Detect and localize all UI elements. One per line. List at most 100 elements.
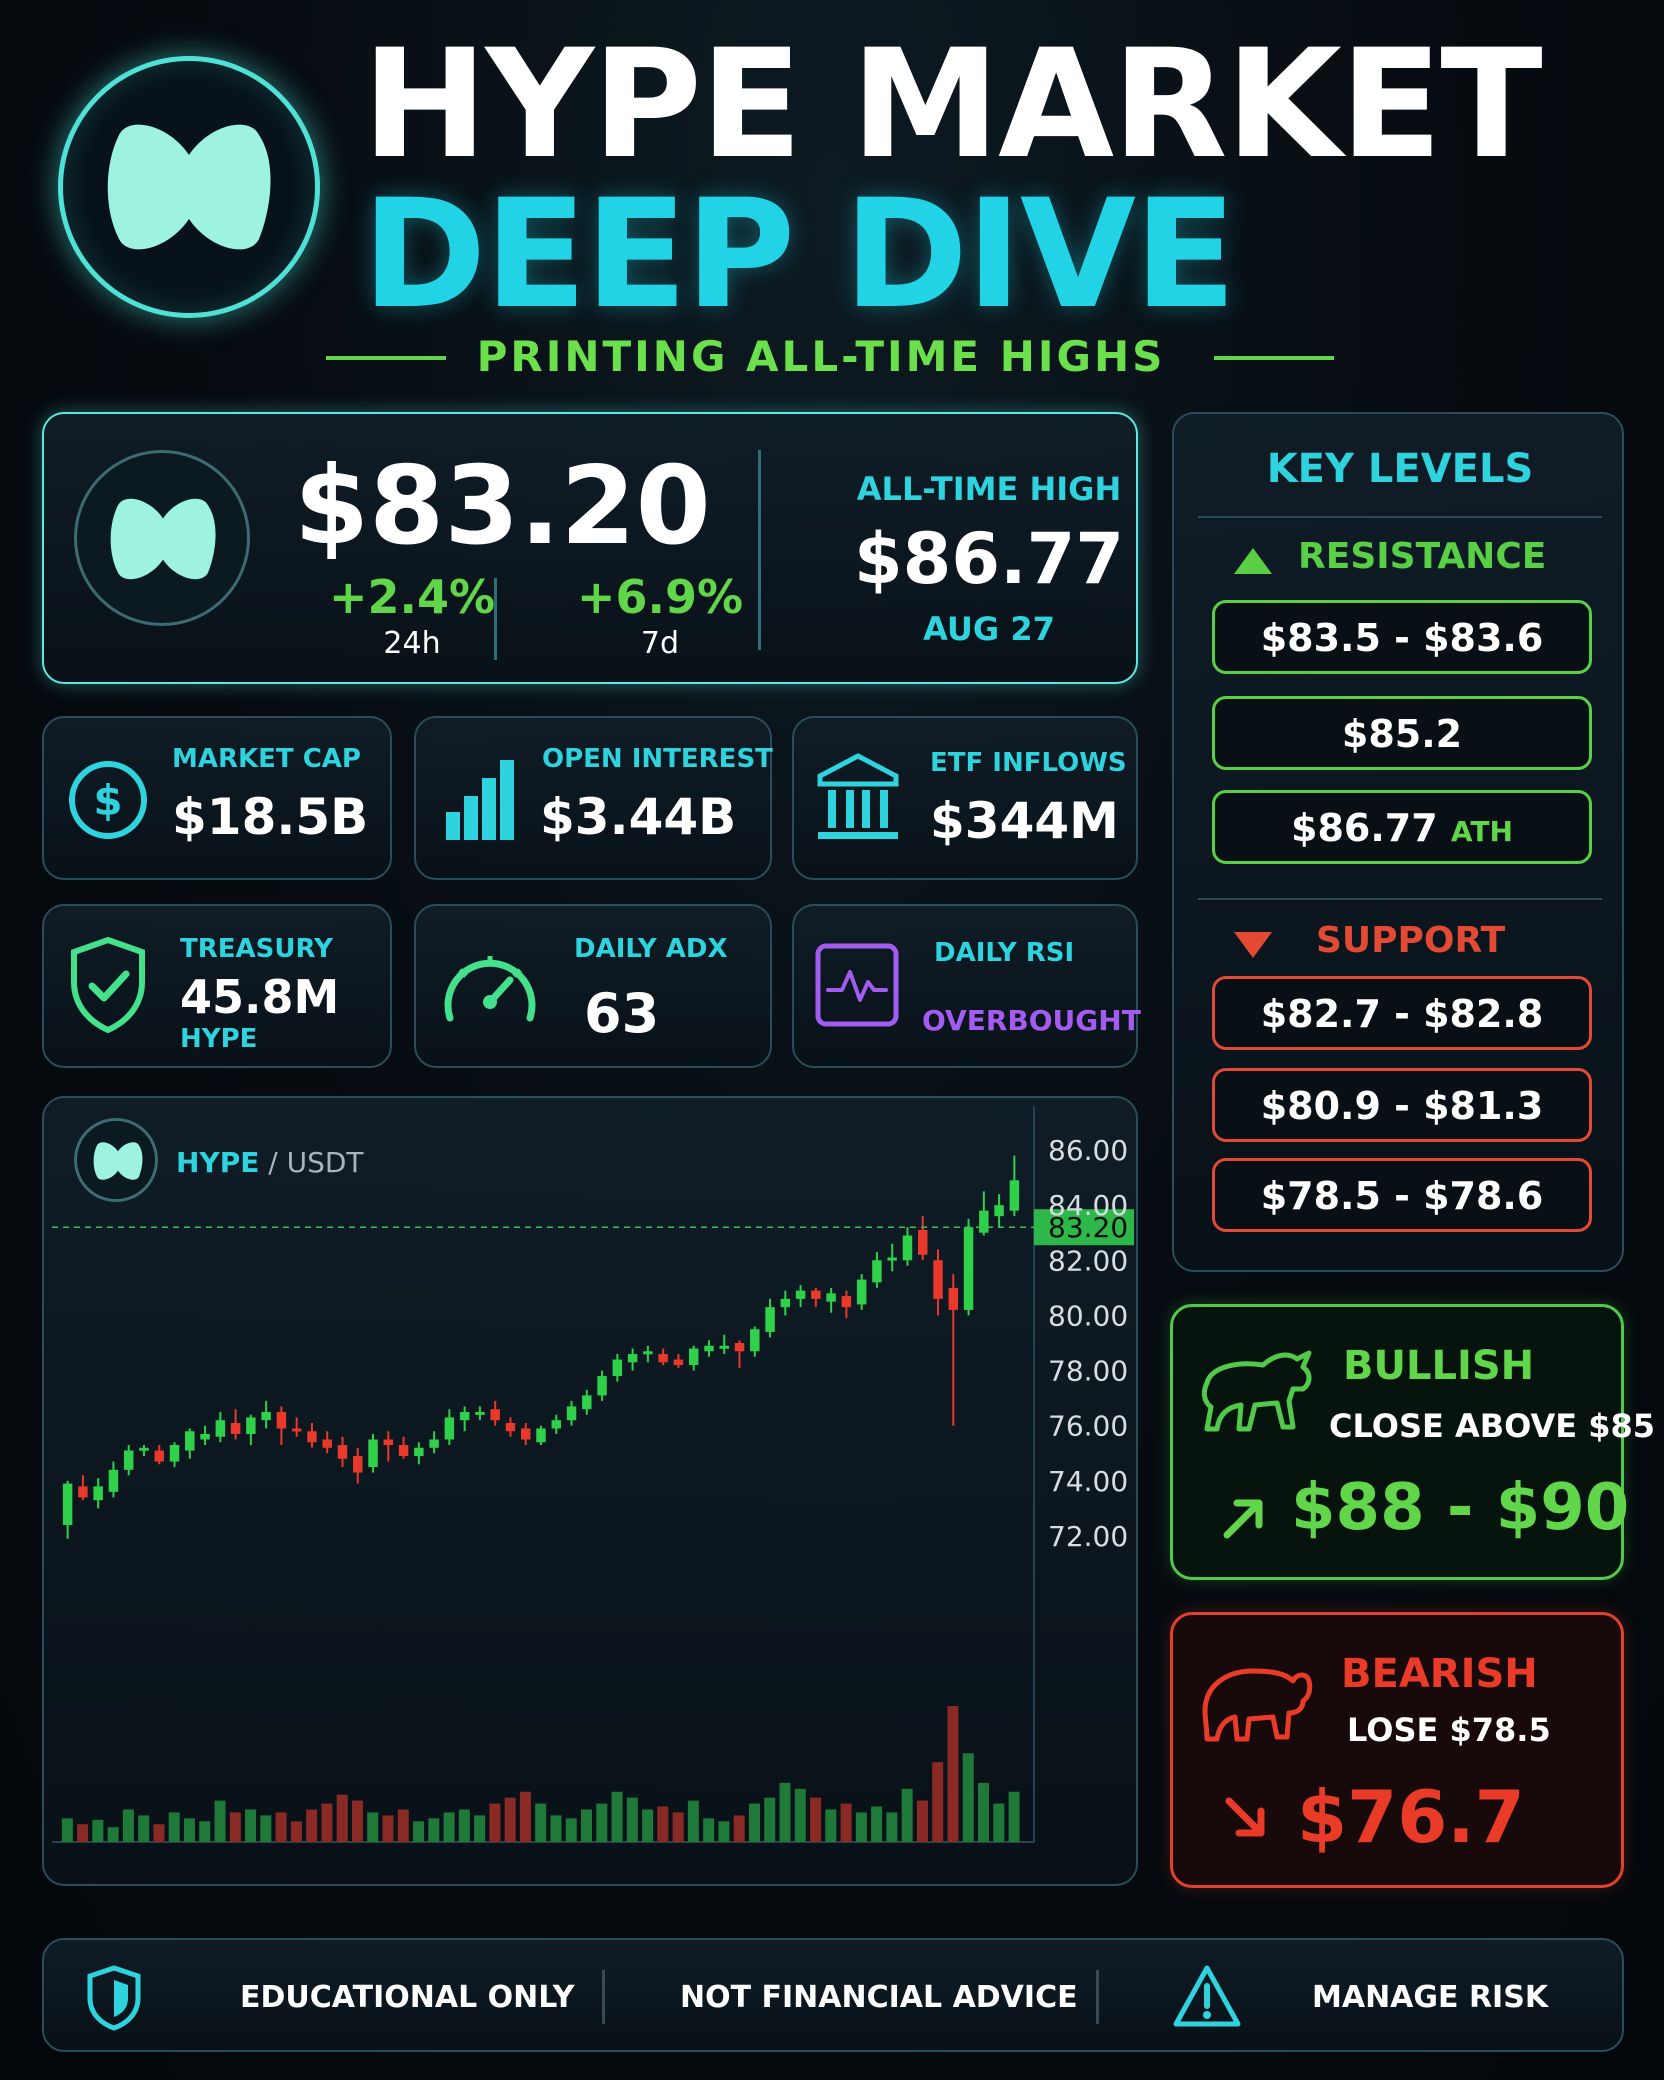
candle-body — [215, 1420, 226, 1437]
dollar-coin-icon: $ — [69, 761, 147, 839]
stat-value: OVERBOUGHT — [922, 1004, 1141, 1037]
volume-bar — [993, 1803, 1005, 1842]
y-tick-label: 78.00 — [1048, 1355, 1128, 1388]
candle-body — [154, 1450, 164, 1462]
volume-bar — [245, 1809, 257, 1842]
volume-bar — [260, 1815, 272, 1842]
level-value: $82.7 - $82.8 — [1260, 992, 1544, 1036]
candle-body — [444, 1417, 455, 1440]
candle-body — [93, 1486, 103, 1501]
current-price-label: 83.20 — [1048, 1211, 1128, 1244]
volume-bar — [916, 1800, 928, 1842]
candle-body — [719, 1345, 729, 1349]
volume-bar — [642, 1809, 654, 1842]
volume-bar — [321, 1803, 333, 1842]
stat-label: TREASURY — [180, 934, 333, 964]
bar-chart-icon — [446, 760, 514, 840]
candle-body — [337, 1445, 348, 1459]
volume-bar — [581, 1809, 593, 1842]
candle-body — [261, 1411, 271, 1421]
price-panel: $83.20 +2.4% 24h +6.9% 7d ALL-TIME HIGH … — [42, 412, 1138, 684]
divider — [1096, 1970, 1099, 2024]
stat-label: ETF INFLOWS — [930, 748, 1127, 778]
candle-body — [688, 1348, 699, 1366]
volume-bar — [519, 1791, 531, 1842]
candle-body — [750, 1329, 760, 1352]
volume-bar — [748, 1803, 760, 1842]
volume-bar — [1008, 1791, 1020, 1842]
hype-logo-icon — [93, 1142, 143, 1180]
volume-bar — [596, 1803, 608, 1842]
volume-bar — [855, 1812, 867, 1842]
candle-body — [139, 1447, 149, 1451]
arrow-up-right-icon — [1223, 1499, 1263, 1539]
volume-bar — [779, 1782, 791, 1842]
ath-date: AUG 27 — [923, 610, 1055, 648]
volume-bar — [550, 1815, 562, 1842]
stat-value: 45.8M — [180, 970, 340, 1024]
resistance-level: $83.5 - $83.6 — [1212, 600, 1592, 674]
stat-value: $18.5B — [172, 788, 369, 846]
triangle-down-icon — [1234, 932, 1272, 958]
candle-body — [872, 1260, 882, 1283]
y-tick-label: 82.00 — [1048, 1244, 1128, 1277]
volume-bar — [367, 1812, 379, 1842]
volume-bar — [810, 1797, 822, 1842]
volume-bar — [611, 1791, 623, 1842]
volume-bar — [672, 1812, 684, 1842]
volume-bar — [947, 1706, 959, 1842]
stat-treasury: TREASURY 45.8M HYPE — [42, 904, 392, 1068]
volume-bar — [351, 1800, 363, 1842]
volume-bar — [397, 1809, 409, 1842]
volume-bar — [199, 1821, 211, 1842]
hype-logo-icon — [110, 498, 216, 580]
candle-body — [902, 1235, 913, 1261]
support-level: $82.7 - $82.8 — [1212, 976, 1592, 1050]
volume-bar — [428, 1818, 440, 1842]
stat-label: MARKET CAP — [172, 744, 361, 774]
level-value: $83.5 - $83.6 — [1260, 616, 1544, 660]
volume-bar — [687, 1800, 699, 1842]
bull-icon — [1201, 1350, 1312, 1432]
volume-bar — [443, 1812, 455, 1842]
level-value: $80.9 - $81.3 — [1260, 1084, 1544, 1128]
svg-text:$: $ — [93, 776, 122, 825]
candlestick-chart: 83.20 86.00 84.00 82.00 80.00 78.00 76.00 74.0… — [52, 1106, 1134, 1843]
divider — [1198, 516, 1602, 518]
pair-quote: / USDT — [268, 1146, 364, 1179]
y-tick-label: 80.00 — [1048, 1299, 1128, 1332]
stat-value: 63 — [584, 982, 660, 1045]
current-price: $83.20 — [294, 444, 711, 569]
current-price-tag — [1034, 1209, 1134, 1246]
volume-bar — [229, 1812, 241, 1842]
candle-body — [429, 1439, 439, 1448]
candle-body — [566, 1406, 577, 1421]
volume-bar — [138, 1815, 150, 1842]
stat-daily-adx: DAILY ADX 63 — [414, 904, 772, 1068]
level-value: $78.5 - $78.6 — [1260, 1174, 1544, 1218]
volume-bar — [733, 1815, 745, 1842]
subtitle-right-rule — [1214, 356, 1334, 360]
candle-body — [490, 1409, 500, 1421]
volume-bar — [214, 1800, 226, 1842]
pair-logo — [74, 1118, 158, 1202]
divider — [494, 578, 497, 660]
ath-tag: ATH — [1450, 815, 1513, 848]
volume-bar — [168, 1812, 180, 1842]
level-value: $86.77 — [1291, 806, 1438, 850]
candle-body — [536, 1428, 546, 1443]
triangle-up-icon — [1234, 548, 1272, 574]
candle-body — [505, 1422, 516, 1432]
candle-body — [841, 1296, 852, 1308]
bullish-title: BULLISH — [1343, 1343, 1535, 1389]
bullish-target: $88 - $90 — [1291, 1471, 1630, 1545]
subtitle: PRINTING ALL-TIME HIGHS — [476, 332, 1166, 381]
stat-value: $3.44B — [540, 788, 737, 846]
candle-body — [169, 1445, 180, 1462]
y-tick-label: 72.00 — [1048, 1520, 1128, 1553]
stat-etf-inflows: ETF INFLOWS $344M — [792, 716, 1138, 880]
volume-bar — [962, 1753, 974, 1842]
shield-icon — [87, 1965, 141, 2031]
volume-bar — [77, 1824, 89, 1842]
stat-subvalue: HYPE — [180, 1024, 258, 1054]
